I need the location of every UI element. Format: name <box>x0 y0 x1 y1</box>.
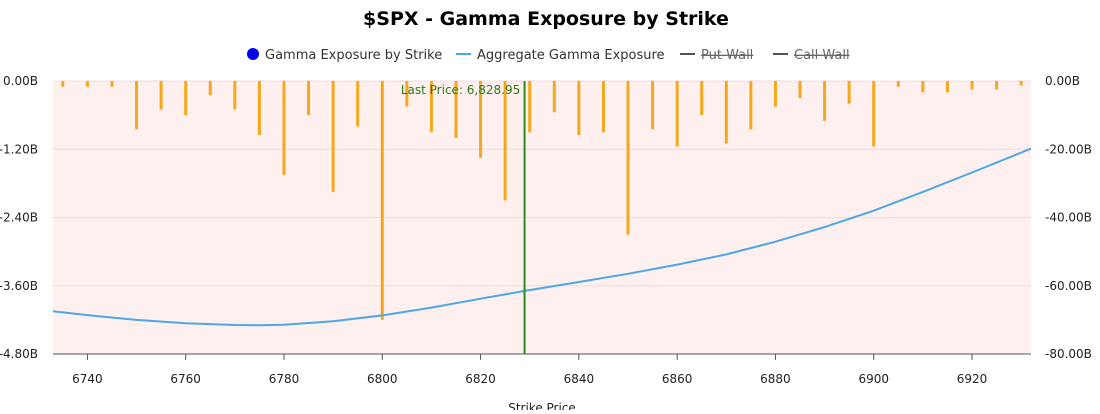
gamma-bar <box>233 81 237 110</box>
gamma-bar <box>921 81 925 93</box>
gamma-bar <box>85 81 89 87</box>
gamma-bar <box>208 81 212 96</box>
left-y-tick-label: 0.00B <box>3 74 38 88</box>
aggregate-gamma-line <box>52 147 1032 327</box>
gamma-bar <box>405 81 409 107</box>
gamma-bar <box>626 81 630 235</box>
gamma-bar <box>282 81 286 175</box>
x-tick-label: 6860 <box>662 372 693 386</box>
legend-label: Aggregate Gamma Exposure <box>477 48 665 63</box>
gamma-bar <box>823 81 827 121</box>
legend-item-aggregate-gamma[interactable]: Aggregate Gamma Exposure <box>456 48 665 63</box>
gamma-bar <box>675 81 679 147</box>
x-tick-label: 6840 <box>564 372 595 386</box>
gamma-bar <box>896 81 900 87</box>
legend-dot-marker <box>247 48 259 60</box>
gamma-bar <box>651 81 655 130</box>
x-axis: 6740 6760 6780 6800 6820 6840 6860 6880 6900 6920 <box>72 354 987 386</box>
gamma-bar <box>724 81 728 144</box>
x-tick-label: 6820 <box>465 372 496 386</box>
gamma-bar <box>479 81 483 158</box>
legend-label: Call Wall <box>794 48 850 63</box>
gamma-bar <box>945 81 949 93</box>
gamma-bar <box>429 81 433 133</box>
right-y-axis: 0.00B -20.00B -40.00B -60.00B -80.00B <box>1045 74 1092 361</box>
gamma-bar <box>135 81 139 130</box>
gamma-bar <box>454 81 458 138</box>
right-y-tick-label: -20.00B <box>1045 142 1092 156</box>
gamma-bar <box>331 81 335 192</box>
x-tick-label: 6760 <box>170 372 201 386</box>
gamma-bar <box>503 81 507 201</box>
left-y-tick-label: -4.80B <box>0 347 38 361</box>
gamma-bar <box>380 81 384 320</box>
right-y-tick-label: -80.00B <box>1045 347 1092 361</box>
left-y-tick-label: -2.40B <box>0 211 38 225</box>
gamma-bar <box>601 81 605 133</box>
gamma-bars <box>61 81 1023 320</box>
gamma-bar <box>552 81 556 113</box>
right-y-tick-label: 0.00B <box>1045 74 1080 88</box>
gamma-bar <box>528 81 532 133</box>
x-axis-title: Strike Price <box>508 401 576 410</box>
gamma-bar <box>159 81 163 110</box>
gamma-bar <box>1019 81 1023 86</box>
gamma-bar <box>257 81 261 136</box>
legend-item-call-wall[interactable]: Call Wall <box>773 48 850 63</box>
x-tick-label: 6920 <box>957 372 988 386</box>
legend-item-put-wall[interactable]: Put Wall <box>680 48 753 63</box>
gamma-bar <box>872 81 876 147</box>
gamma-bar <box>184 81 188 116</box>
x-tick-label: 6740 <box>72 372 103 386</box>
gamma-bar <box>61 81 65 87</box>
x-tick-label: 6900 <box>858 372 889 386</box>
right-y-tick-label: -60.00B <box>1045 279 1092 293</box>
chart-title: $SPX - Gamma Exposure by Strike <box>363 8 729 30</box>
gamma-bar <box>110 81 114 87</box>
legend-item-gamma-exposure[interactable]: Gamma Exposure by Strike <box>247 48 442 63</box>
legend-label: Put Wall <box>701 48 753 63</box>
gamma-bar <box>773 81 777 107</box>
x-tick-label: 6880 <box>760 372 791 386</box>
last-price-label: Last Price: 6,828.95 <box>401 83 520 97</box>
right-y-tick-label: -40.00B <box>1045 211 1092 225</box>
legend-label: Gamma Exposure by Strike <box>265 48 442 63</box>
x-tick-label: 6800 <box>367 372 398 386</box>
gamma-bar <box>995 81 999 90</box>
left-y-axis: 0.00B -1.20B -2.40B -3.60B -4.80B <box>0 74 38 361</box>
gamma-bar <box>798 81 802 99</box>
gamma-bar <box>577 81 581 136</box>
gamma-bar <box>307 81 311 116</box>
legend: Gamma Exposure by Strike Aggregate Gamma… <box>247 48 850 63</box>
gamma-bar <box>970 81 974 90</box>
gamma-bar <box>700 81 704 116</box>
gamma-bar <box>847 81 851 104</box>
left-y-tick-label: -1.20B <box>0 142 38 156</box>
gamma-bar <box>356 81 360 127</box>
x-tick-label: 6780 <box>269 372 300 386</box>
left-y-tick-label: -3.60B <box>0 279 38 293</box>
gamma-bar <box>749 81 753 130</box>
